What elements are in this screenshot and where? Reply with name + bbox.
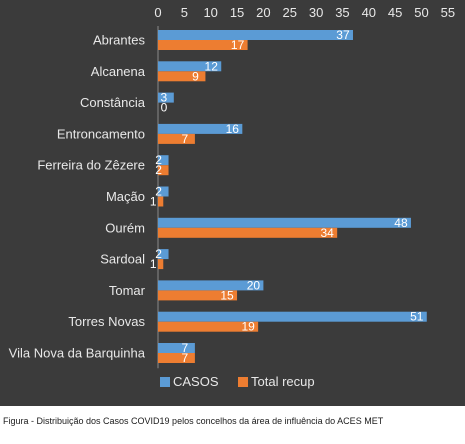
category-label: Ourém bbox=[105, 220, 145, 235]
x-tick-label: 10 bbox=[203, 5, 217, 20]
bar-casos bbox=[158, 92, 174, 103]
x-tick-label: 45 bbox=[388, 5, 402, 20]
data-label: 2 bbox=[155, 185, 162, 199]
bar-total-recup bbox=[158, 227, 338, 238]
data-label: 7 bbox=[182, 341, 189, 355]
bar-total-recup bbox=[158, 165, 169, 176]
x-tick-label: 0 bbox=[154, 5, 161, 20]
bar-casos bbox=[158, 343, 195, 353]
category-label: Constância bbox=[80, 95, 146, 110]
data-label: 34 bbox=[321, 226, 335, 240]
x-tick-label: 50 bbox=[414, 5, 428, 20]
bar-casos bbox=[158, 123, 243, 134]
category-label: Entroncamento bbox=[57, 126, 145, 141]
figure-caption: Figura - Distribuição dos Casos COVID19 … bbox=[3, 416, 384, 426]
legend-swatch bbox=[160, 377, 170, 387]
category-label: Sardoal bbox=[100, 252, 145, 267]
data-label: 1 bbox=[150, 257, 157, 271]
data-label: 16 bbox=[226, 122, 240, 136]
bar-casos bbox=[158, 186, 169, 197]
category-label: Tomar bbox=[109, 283, 146, 298]
bar-casos bbox=[158, 311, 427, 322]
bar-total-recup bbox=[158, 196, 164, 207]
bar-casos bbox=[158, 249, 169, 260]
x-tick-label: 30 bbox=[309, 5, 323, 20]
bar-total-recup bbox=[158, 259, 164, 270]
data-label: 51 bbox=[410, 310, 424, 324]
category-label: Vila Nova da Barquinha bbox=[9, 346, 146, 361]
bar-total-recup bbox=[158, 321, 259, 332]
data-label: 7 bbox=[182, 351, 189, 365]
bar-total-recup bbox=[158, 353, 195, 363]
data-label: 2 bbox=[155, 163, 162, 177]
x-tick-label: 20 bbox=[256, 5, 270, 20]
data-label: 48 bbox=[394, 216, 408, 230]
legend-swatch bbox=[238, 377, 248, 387]
x-tick-label: 35 bbox=[335, 5, 349, 20]
chart-panel: 0 5 10 15 20 25 30 35 40 45 50 55 Abrantes 37 17 Alcane… bbox=[0, 0, 465, 406]
category-label: Mação bbox=[106, 189, 145, 204]
data-label: 20 bbox=[247, 278, 261, 292]
data-label: 9 bbox=[192, 69, 199, 83]
category-label: Abrantes bbox=[93, 33, 146, 48]
x-tick-label: 25 bbox=[283, 5, 297, 20]
category-label: Ferreira do Zêzere bbox=[37, 158, 145, 173]
data-label: 17 bbox=[231, 38, 245, 52]
data-label: 3 bbox=[160, 91, 167, 105]
bar-total-recup bbox=[158, 290, 238, 301]
bar-total-recup bbox=[158, 133, 195, 144]
bar-casos bbox=[158, 61, 222, 72]
data-label: 37 bbox=[336, 28, 350, 42]
legend-label: Total recup bbox=[251, 374, 315, 389]
bar-total-recup bbox=[158, 71, 206, 82]
bar-casos bbox=[158, 155, 169, 166]
data-label: 1 bbox=[150, 195, 157, 209]
bar-casos bbox=[158, 217, 411, 228]
bar-total-recup bbox=[158, 40, 248, 50]
data-label: 12 bbox=[205, 59, 219, 73]
x-tick-label: 15 bbox=[230, 5, 244, 20]
data-label: 7 bbox=[182, 132, 189, 146]
data-label: 2 bbox=[155, 247, 162, 261]
data-label: 15 bbox=[220, 288, 234, 302]
data-label: 0 bbox=[161, 101, 168, 115]
x-tick-label: 40 bbox=[362, 5, 376, 20]
bar-casos bbox=[158, 280, 264, 291]
legend-label: CASOS bbox=[173, 374, 219, 389]
data-label: 2 bbox=[155, 153, 162, 167]
category-label: Torres Novas bbox=[68, 314, 145, 329]
x-tick-label: 5 bbox=[181, 5, 188, 20]
bar-casos bbox=[158, 30, 353, 40]
data-label: 19 bbox=[241, 320, 255, 334]
x-tick-label: 55 bbox=[441, 5, 455, 20]
category-label: Alcanena bbox=[91, 64, 146, 79]
